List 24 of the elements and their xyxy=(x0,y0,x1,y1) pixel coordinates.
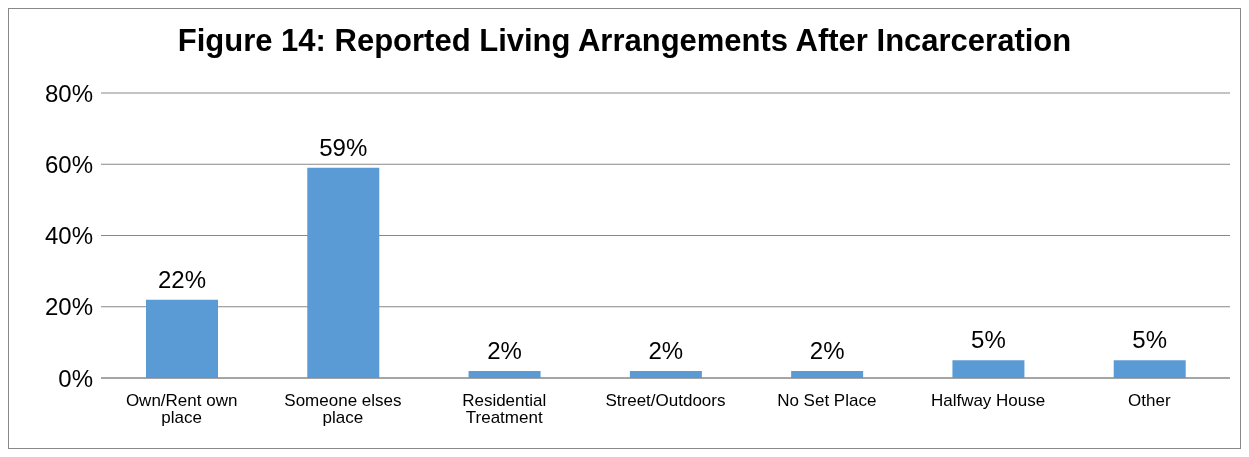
x-tick-label: Other xyxy=(1128,391,1171,411)
data-label: 5% xyxy=(971,326,1006,354)
data-label: 5% xyxy=(1132,326,1168,354)
y-tick-label: 60% xyxy=(44,150,93,178)
bar xyxy=(952,360,1025,378)
y-tick-label: 40% xyxy=(44,222,93,250)
x-tick-label: Someone elses place xyxy=(284,391,402,428)
bar xyxy=(146,299,218,378)
y-tick-label: 0% xyxy=(58,364,93,392)
x-tick-label: No Set Place xyxy=(777,391,877,411)
bar xyxy=(307,167,380,378)
data-label: 22% xyxy=(157,265,207,293)
x-tick-label: Halfway House xyxy=(930,391,1046,411)
chart-title: Figure 14: Reported Living Arrangements After Incarceration xyxy=(176,22,1073,60)
x-tick-label: Own/Rent own place xyxy=(125,391,238,428)
data-label: 59% xyxy=(319,133,368,161)
data-label: 2% xyxy=(809,336,845,364)
y-tick-label: 80% xyxy=(44,79,93,107)
x-tick-label: Street/Outdoors xyxy=(605,391,726,411)
x-tick-label: Residential Treatment xyxy=(462,391,547,428)
data-label: 2% xyxy=(487,336,522,364)
bar xyxy=(1113,360,1186,378)
data-label: 2% xyxy=(648,336,684,364)
y-tick-label: 20% xyxy=(44,293,93,321)
